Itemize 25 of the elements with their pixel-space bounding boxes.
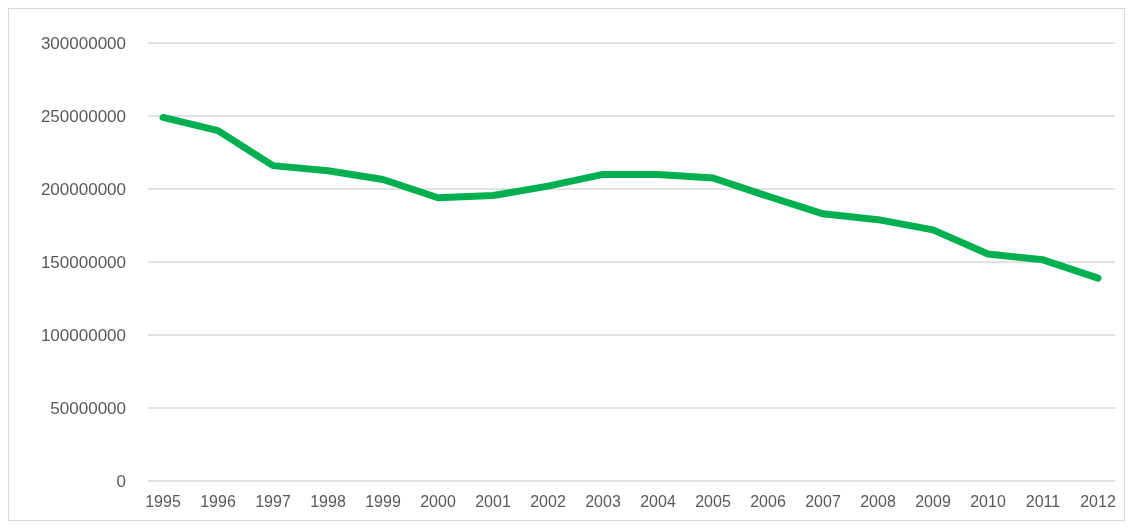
x-tick-label: 2006	[750, 493, 786, 510]
x-tick-label: 1997	[255, 493, 291, 510]
y-tick-label: 300000000	[40, 33, 126, 53]
x-tick-label: 1996	[200, 493, 236, 510]
x-tick-label: 2012	[1080, 493, 1116, 510]
y-tick-label: 200000000	[40, 179, 126, 199]
x-tick-label: 1998	[310, 493, 346, 510]
y-tick-label: 50000000	[50, 398, 126, 418]
y-tick-label: 100000000	[40, 325, 126, 345]
x-tick-label: 2010	[970, 493, 1006, 510]
x-tick-label: 2003	[585, 493, 621, 510]
y-tick-label: 0	[116, 471, 126, 491]
x-tick-label: 2005	[695, 493, 731, 510]
x-tick-label: 1999	[365, 493, 401, 510]
x-tick-label: 1995	[145, 493, 181, 510]
x-tick-label: 2007	[805, 493, 841, 510]
x-tick-label: 2002	[530, 493, 566, 510]
y-tick-label: 250000000	[40, 106, 126, 126]
x-tick-label: 2009	[915, 493, 951, 510]
x-tick-label: 2004	[640, 493, 676, 510]
y-tick-label: 150000000	[40, 252, 126, 272]
x-tick-label: 2011	[1025, 493, 1061, 510]
x-tick-label: 2000	[420, 493, 456, 510]
x-tick-label: 2001	[475, 493, 511, 510]
x-tick-label: 2008	[860, 493, 896, 510]
